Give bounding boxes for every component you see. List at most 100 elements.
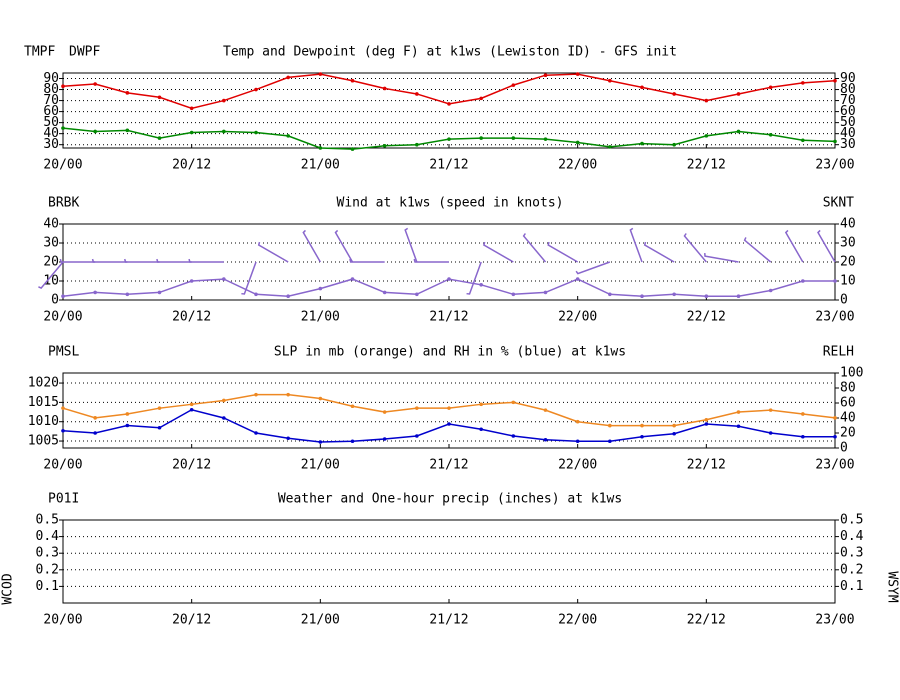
data-point: [350, 404, 355, 409]
data-point: [479, 427, 483, 432]
data-point: [318, 396, 323, 401]
x-tick-label: 21/12: [429, 310, 468, 325]
y-tick-label: 0: [51, 293, 59, 308]
legend-entry: RELH: [823, 345, 854, 360]
data-point: [672, 423, 676, 428]
x-tick-label: 23/00: [815, 613, 854, 628]
data-point: [125, 91, 130, 95]
data-point: [189, 279, 194, 283]
y2-tick-label: 100: [840, 366, 863, 381]
y-tick-label: 50: [43, 115, 59, 130]
data-point: [222, 129, 226, 134]
data-point: [736, 424, 741, 429]
wind-barb: [483, 241, 514, 263]
x-tick-label: 23/00: [815, 458, 854, 473]
data-point: [254, 431, 258, 435]
y-tick-label: 1010: [28, 414, 59, 429]
data-point: [157, 95, 162, 100]
y-tick-label-right: 40: [840, 126, 856, 141]
data-point: [61, 84, 65, 89]
data-point: [189, 407, 194, 412]
data-point: [704, 422, 709, 426]
data-point: [254, 130, 258, 135]
wind-barb: [522, 233, 547, 263]
data-point: [222, 277, 226, 281]
data-point: [286, 436, 290, 441]
data-point: [608, 423, 612, 428]
wind-barb: [575, 261, 611, 275]
data-point: [415, 292, 419, 297]
data-point: [350, 147, 355, 151]
data-point: [157, 425, 162, 430]
data-point: [672, 292, 676, 297]
data-point: [768, 408, 773, 412]
data-point: [157, 290, 162, 295]
y-tick-label-right: 20: [840, 255, 856, 270]
data-point: [479, 96, 483, 101]
data-point: [608, 439, 612, 444]
wind-barb: [817, 229, 836, 263]
wind-barb: [466, 261, 482, 295]
side-label: WCOD: [1, 573, 16, 604]
data-point: [640, 294, 644, 299]
plot-frame: [62, 372, 836, 449]
data-point: [318, 72, 323, 76]
data-point: [93, 129, 97, 134]
data-point: [189, 402, 194, 407]
x-tick-label: 21/00: [301, 158, 340, 173]
data-point: [833, 78, 837, 83]
legend-entry: TMPF: [24, 45, 55, 60]
plot-frame: [62, 519, 836, 604]
data-point: [736, 294, 741, 299]
x-tick-label: 22/12: [687, 158, 726, 173]
data-point: [672, 431, 676, 436]
y-tick-label: 40: [43, 217, 59, 232]
data-point: [704, 417, 709, 422]
wind-barb: [743, 237, 772, 263]
data-point: [125, 412, 130, 416]
x-tick-label: 23/00: [815, 310, 854, 325]
wind-barb: [302, 229, 321, 263]
wind-barb: [257, 241, 289, 263]
data-point: [447, 277, 451, 281]
data-point: [318, 146, 323, 150]
x-tick-label: 22/00: [558, 613, 597, 628]
data-point: [608, 78, 612, 83]
data-point: [61, 294, 65, 299]
data-point: [222, 398, 226, 403]
data-point: [511, 136, 516, 140]
x-tick-label: 20/00: [43, 310, 82, 325]
data-point: [768, 288, 773, 293]
y-tick-label: 1005: [28, 434, 59, 449]
x-tick-label: 22/00: [558, 458, 597, 473]
data-point: [157, 406, 162, 410]
x-tick-label: 22/00: [558, 158, 597, 173]
y-tick-label: 20: [43, 255, 59, 270]
x-tick-label: 20/00: [43, 158, 82, 173]
wind-barb: [123, 258, 160, 263]
data-point: [318, 440, 323, 444]
data-point: [318, 286, 323, 291]
data-point: [61, 428, 65, 433]
y-tick-label: 60: [43, 104, 59, 119]
data-point: [382, 290, 387, 295]
data-point: [189, 130, 194, 135]
data-point: [415, 434, 419, 438]
data-point: [672, 92, 676, 96]
data-point: [286, 294, 290, 299]
series-line: [62, 393, 836, 427]
data-point: [189, 106, 194, 111]
data-point: [801, 138, 805, 143]
legend-entry: BRBK: [48, 196, 79, 211]
data-point: [768, 85, 773, 90]
data-point: [575, 439, 580, 444]
y-tick-label: 1015: [28, 395, 59, 410]
data-point: [801, 412, 805, 416]
data-point: [93, 431, 97, 435]
panel-title: Weather and One-hour precip (inches) at …: [278, 492, 622, 507]
y-tick-label-right: 0.1: [840, 579, 863, 594]
data-point: [286, 392, 290, 397]
data-point: [157, 136, 162, 140]
data-point: [511, 434, 516, 438]
y-tick-label: 0.1: [36, 579, 59, 594]
